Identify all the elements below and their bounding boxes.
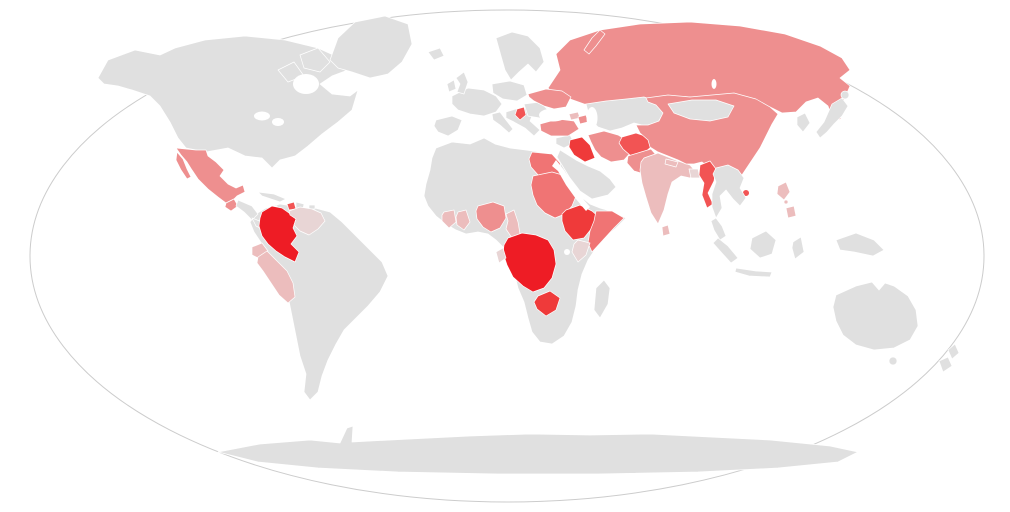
country-bangladesh bbox=[688, 168, 701, 179]
region-honduras-nicaragua bbox=[235, 199, 259, 221]
island-japan bbox=[815, 97, 849, 139]
sea-hudson-bay bbox=[293, 74, 319, 94]
country-venezuela bbox=[288, 206, 326, 236]
island-new-guinea bbox=[835, 232, 885, 257]
island-new-zealand-north bbox=[947, 343, 960, 360]
island-iceland bbox=[427, 47, 445, 61]
country-mexico bbox=[175, 147, 246, 204]
region-central-europe bbox=[451, 87, 503, 117]
country-ghana bbox=[455, 209, 471, 231]
sea-black-sea bbox=[539, 108, 567, 122]
region-italy bbox=[491, 111, 514, 134]
country-peru bbox=[256, 250, 296, 304]
island-borneo bbox=[749, 230, 777, 259]
landmass-greenland bbox=[329, 15, 413, 79]
landmass-australia bbox=[832, 281, 919, 351]
country-nepal bbox=[664, 158, 679, 168]
country-mexico-baja bbox=[175, 151, 192, 180]
country-iraq bbox=[568, 136, 596, 163]
country-ukraine bbox=[527, 88, 572, 110]
island-tasmania bbox=[888, 356, 898, 366]
lake-baikal bbox=[711, 79, 717, 89]
country-serbia bbox=[514, 106, 527, 121]
region-poland-belarus bbox=[491, 80, 528, 102]
island-cuba bbox=[257, 191, 287, 203]
region-iberia bbox=[433, 115, 463, 137]
lake-victoria bbox=[564, 249, 570, 255]
country-colombia bbox=[258, 205, 300, 263]
island-madagascar bbox=[593, 279, 611, 319]
island-sumatra bbox=[712, 237, 739, 264]
island-sulawesi bbox=[791, 236, 805, 260]
lake-great-lakes-west bbox=[254, 111, 270, 121]
sea-caspian bbox=[586, 107, 598, 129]
region-mongolia bbox=[667, 99, 735, 122]
region-korea bbox=[796, 112, 811, 133]
country-somalia bbox=[587, 210, 625, 253]
lake-great-lakes-east bbox=[272, 118, 284, 126]
island-puerto-rico bbox=[308, 204, 316, 210]
island-hokkaido bbox=[840, 90, 850, 100]
island-ireland bbox=[446, 79, 457, 93]
country-cote-divoire bbox=[441, 209, 457, 229]
sea-red-sea bbox=[552, 160, 590, 211]
island-great-britain bbox=[455, 71, 469, 95]
island-java bbox=[734, 267, 773, 278]
region-scandinavia bbox=[495, 31, 545, 81]
country-sri-lanka bbox=[661, 224, 671, 237]
country-philippines-luzon bbox=[776, 181, 791, 201]
country-philippines-visayas bbox=[783, 199, 789, 205]
region-arabia bbox=[556, 149, 617, 200]
country-nigeria bbox=[475, 201, 507, 233]
country-philippines-mindanao bbox=[785, 205, 797, 219]
sea-persian-gulf bbox=[597, 159, 612, 175]
landmass-antarctica bbox=[217, 425, 859, 475]
island-novaya-zemlya bbox=[583, 29, 606, 55]
country-guatemala bbox=[224, 198, 239, 212]
country-kenya bbox=[571, 239, 591, 263]
country-zimbabwe bbox=[533, 290, 561, 317]
country-india bbox=[639, 152, 697, 225]
region-indochina bbox=[711, 164, 747, 219]
country-congo bbox=[495, 247, 507, 264]
island-new-zealand-south bbox=[938, 356, 953, 373]
country-azerbaijan bbox=[577, 114, 589, 125]
island-baffin bbox=[299, 47, 331, 73]
